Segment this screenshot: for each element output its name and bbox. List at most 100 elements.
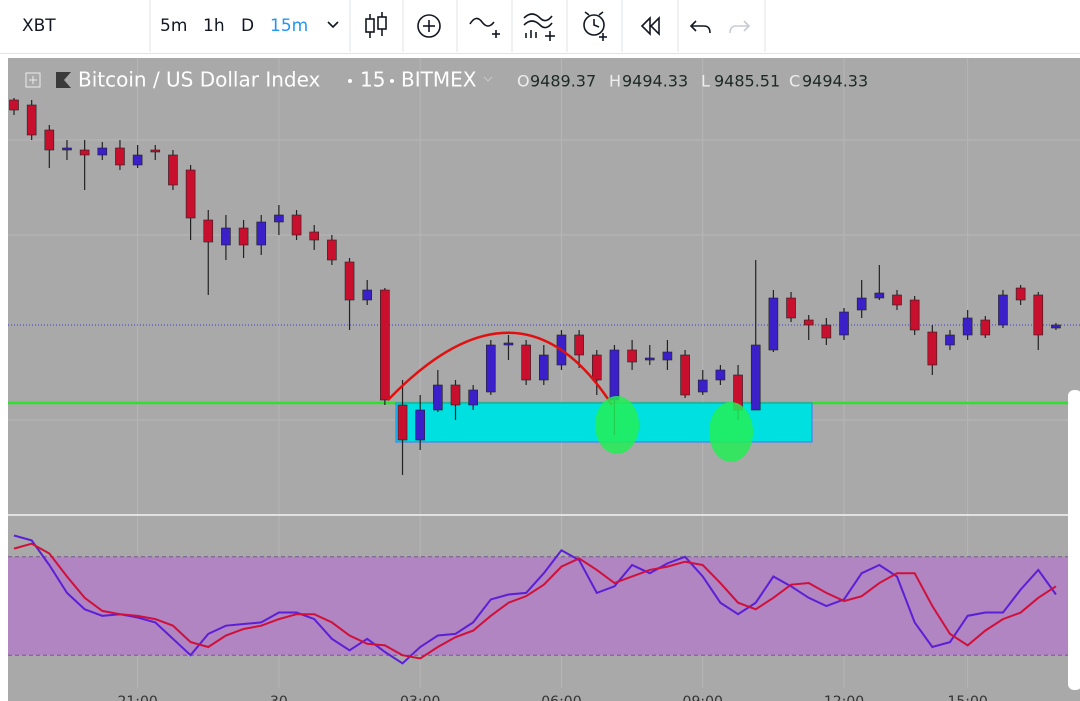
- candle-body: [238, 227, 249, 246]
- candle-body: [609, 349, 620, 401]
- candle-body: [327, 239, 337, 261]
- candle-body: [521, 344, 531, 381]
- separator-dot: [390, 79, 394, 83]
- candle-body: [909, 299, 920, 331]
- candle-body: [344, 261, 355, 301]
- alert-icon[interactable]: [583, 11, 607, 41]
- x-tick-label: 30: [270, 694, 288, 701]
- candle-body: [591, 354, 602, 381]
- candle-body: [26, 104, 37, 136]
- ohlc-label: O: [517, 72, 530, 91]
- candle-body: [468, 389, 478, 406]
- undo-icon[interactable]: [689, 20, 711, 34]
- chart-title: Bitcoin / US Dollar Index: [78, 68, 321, 92]
- interval-button[interactable]: D: [241, 16, 254, 36]
- candle-body: [150, 149, 161, 153]
- candle-body: [503, 342, 514, 346]
- candle-body: [927, 331, 938, 366]
- ohlc-label: L: [701, 72, 710, 91]
- x-tick-label: 03:00: [400, 694, 440, 701]
- candle-body: [627, 349, 637, 363]
- candle-body: [697, 379, 708, 393]
- candle-body: [79, 149, 90, 156]
- candle-body: [380, 289, 390, 401]
- ohlc-value: 9494.33: [802, 72, 868, 91]
- x-tick-label: 09:00: [683, 694, 723, 701]
- candle-body: [415, 409, 425, 441]
- candle-body: [856, 297, 867, 311]
- candle-body: [168, 154, 178, 186]
- ohlc-label: C: [789, 72, 800, 91]
- x-tick-label: 15:00: [947, 694, 987, 701]
- intervals: 5m 1h D 15m: [160, 16, 308, 36]
- collapse-button[interactable]: [25, 72, 41, 88]
- chart-type-icon[interactable]: [365, 12, 387, 38]
- interval: 15: [360, 68, 385, 92]
- indicators-icon[interactable]: [523, 13, 555, 41]
- ohlc-value: 9494.33: [622, 72, 688, 91]
- candle-body: [874, 292, 885, 299]
- candle-body: [433, 384, 443, 411]
- candle-body: [274, 214, 284, 223]
- x-axis: 21:00 30 03:00 06:00 09:00 12:00 15:00: [117, 694, 987, 701]
- candle-body: [397, 404, 408, 441]
- oscillator-line: [13, 542, 1057, 660]
- candle-body: [962, 317, 973, 336]
- candle-body: [680, 354, 690, 396]
- candle-body: [256, 221, 267, 246]
- candle-body: [662, 351, 673, 361]
- candle-body: [309, 231, 320, 241]
- replay-icon[interactable]: [640, 16, 660, 36]
- candle-body: [1015, 287, 1026, 301]
- flag-icon[interactable]: [56, 72, 71, 88]
- candle-body: [821, 324, 832, 339]
- oscillator-line: [13, 534, 1057, 665]
- legend: Bitcoin / US Dollar Index 15 BITMEX O 9489.3…: [78, 68, 868, 92]
- candle-body: [97, 147, 108, 156]
- candle-body: [750, 344, 761, 411]
- candle-body: [574, 334, 584, 356]
- candle-body: [486, 344, 496, 393]
- candle-body: [1051, 324, 1061, 329]
- candle-body: [62, 147, 72, 151]
- x-tick-label: 12:00: [824, 694, 864, 701]
- symbol[interactable]: XBT: [22, 16, 56, 36]
- candle-body: [998, 294, 1008, 326]
- price-pane: [9, 98, 1061, 475]
- ohlc-value: 9485.51: [714, 72, 780, 91]
- candle-body: [132, 154, 143, 166]
- candle-body: [185, 169, 196, 219]
- x-tick-label: 06:00: [541, 694, 581, 701]
- scrollbar[interactable]: [1068, 390, 1080, 690]
- interval-dropdown[interactable]: [327, 21, 339, 29]
- candle-body: [221, 227, 231, 246]
- candle-body: [450, 384, 461, 406]
- highlight-ellipse[interactable]: [709, 402, 753, 462]
- redo-icon[interactable]: [729, 20, 751, 34]
- candle-body: [644, 357, 655, 361]
- dropdown[interactable]: [483, 76, 493, 82]
- candle-body: [786, 297, 796, 319]
- add-indicator-icon[interactable]: [417, 14, 441, 38]
- x-tick-label: 21:00: [117, 694, 157, 701]
- compare-icon[interactable]: [469, 17, 500, 38]
- toolbar: [0, 0, 1080, 54]
- candle-body: [768, 297, 779, 351]
- interval-button[interactable]: 1h: [203, 16, 225, 36]
- candle-body: [203, 219, 214, 243]
- oscillator-pane: [8, 534, 1080, 665]
- interval-button[interactable]: 5m: [160, 16, 187, 36]
- candle-body: [9, 99, 19, 111]
- interval-button[interactable]: 15m: [270, 16, 308, 36]
- candle-body: [362, 289, 373, 301]
- highlight-ellipse[interactable]: [595, 396, 639, 454]
- toolbar-icons: [365, 11, 751, 41]
- collapse-icon: [29, 76, 37, 84]
- candle-body: [839, 311, 849, 336]
- candle-body: [291, 214, 302, 236]
- candle-body: [715, 369, 726, 381]
- separator-dot: [348, 79, 352, 83]
- candle-body: [803, 319, 814, 326]
- arc-drawing[interactable]: [387, 331, 614, 406]
